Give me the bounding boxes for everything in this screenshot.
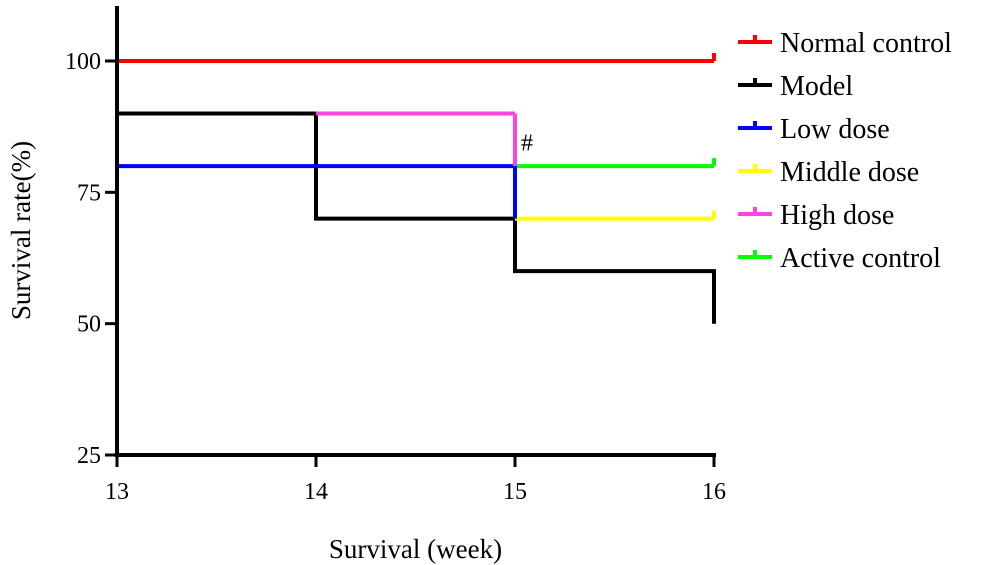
- y-tick-label: 75: [77, 180, 101, 206]
- x-axis-title: Survival (week): [329, 534, 502, 564]
- x-tick-label: 15: [503, 479, 527, 505]
- legend: Normal control Model Low dose Middle dose Hi…: [738, 28, 952, 274]
- ticks-layer: 25 50 75 100 13 14 15 16: [65, 49, 726, 505]
- legend-item: Active control: [738, 243, 941, 274]
- legend-label: Low dose: [780, 114, 890, 145]
- legend-item: Model: [738, 71, 853, 102]
- annotation-layer: #: [521, 130, 533, 156]
- y-axis-title: Survival rate(%): [6, 141, 36, 320]
- legend-label: Middle dose: [780, 157, 919, 188]
- legend-item: High dose: [738, 200, 894, 231]
- significance-marker: #: [521, 130, 533, 156]
- series-layer: [115, 53, 716, 324]
- legend-label: Active control: [780, 243, 941, 274]
- y-tick-label: 25: [77, 443, 101, 469]
- x-tick-label: 14: [304, 479, 328, 505]
- x-tick-label: 13: [105, 479, 129, 505]
- legend-label: Normal control: [780, 28, 952, 59]
- legend-label: High dose: [780, 200, 894, 231]
- legend-item: Normal control: [738, 28, 952, 59]
- legend-label: Model: [780, 71, 853, 102]
- legend-item: Low dose: [738, 114, 890, 145]
- x-tick-label: 16: [702, 479, 726, 505]
- legend-item: Middle dose: [738, 157, 919, 188]
- axes-layer: [115, 6, 716, 457]
- y-tick-label: 100: [65, 49, 101, 75]
- y-tick-label: 50: [77, 312, 101, 338]
